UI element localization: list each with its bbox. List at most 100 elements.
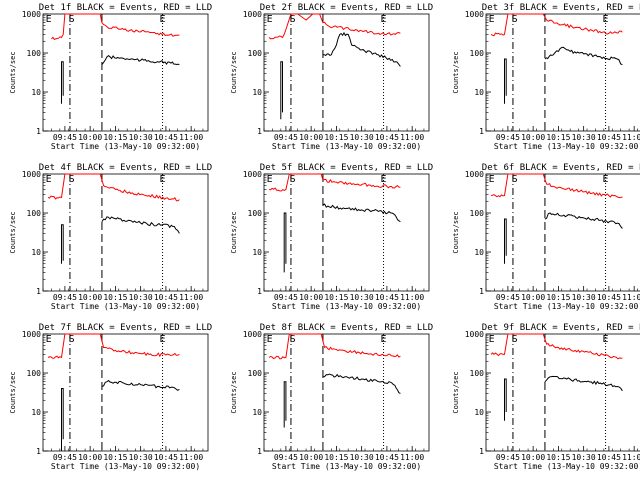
y-tick-label: 100 bbox=[27, 209, 42, 218]
marker-label: E bbox=[267, 14, 273, 25]
y-tick-label: 1000 bbox=[22, 10, 41, 19]
y-tick-label: 100 bbox=[248, 369, 263, 378]
y-tick-label: 10 bbox=[252, 88, 262, 97]
x-tick-label: 11:00 bbox=[622, 453, 640, 462]
x-tick-label: 11:00 bbox=[179, 293, 203, 302]
x-tick-label: 10:00 bbox=[299, 293, 323, 302]
events-series-line bbox=[504, 378, 507, 421]
y-tick-label: 100 bbox=[470, 49, 485, 58]
y-tick-label: 1000 bbox=[465, 170, 484, 179]
x-tick-label: 10:45 bbox=[597, 293, 621, 302]
y-tick-label: 10 bbox=[474, 408, 484, 417]
y-tick-label: 1 bbox=[479, 127, 484, 136]
x-axis-label: Start Time (13-May-10 09:32:00) bbox=[494, 302, 640, 311]
x-axis-label: Start Time (13-May-10 09:32:00) bbox=[272, 142, 421, 151]
x-tick-label: 10:00 bbox=[78, 453, 102, 462]
events-series-line bbox=[322, 203, 401, 223]
marker-label: E bbox=[160, 14, 166, 25]
marker-label: E bbox=[46, 174, 52, 185]
x-tick-label: 09:45 bbox=[53, 293, 77, 302]
x-tick-label: 10:30 bbox=[572, 133, 596, 142]
y-tick-label: 1000 bbox=[22, 330, 41, 339]
x-tick-label: 10:45 bbox=[597, 133, 621, 142]
marker-label: S bbox=[69, 174, 75, 185]
marker-label: S bbox=[290, 174, 296, 185]
events-series-line bbox=[544, 46, 623, 66]
y-tick-label: 10 bbox=[474, 248, 484, 257]
x-tick-label: 10:15 bbox=[103, 133, 127, 142]
lld-series-line bbox=[490, 173, 623, 199]
x-tick-label: 10:45 bbox=[154, 293, 178, 302]
lld-series-line bbox=[269, 173, 401, 192]
panel-title: Det 1f BLACK = Events, RED = LLD bbox=[39, 3, 212, 13]
y-tick-label: 1 bbox=[479, 447, 484, 456]
lld-series-line bbox=[490, 13, 623, 37]
y-tick-label: 1000 bbox=[465, 10, 484, 19]
x-axis-label: Start Time (13-May-10 09:32:00) bbox=[51, 462, 200, 471]
y-tick-label: 10 bbox=[252, 408, 262, 417]
marker-label: S bbox=[512, 14, 518, 25]
events-series-line bbox=[101, 54, 180, 66]
events-series-line bbox=[61, 224, 64, 264]
y-tick-label: 1000 bbox=[22, 170, 41, 179]
x-tick-label: 10:15 bbox=[546, 293, 570, 302]
x-tick-label: 10:15 bbox=[546, 133, 570, 142]
events-series-line bbox=[322, 31, 401, 67]
events-series-line bbox=[61, 388, 64, 451]
x-tick-label: 09:45 bbox=[274, 293, 298, 302]
y-tick-label: 1000 bbox=[243, 170, 262, 179]
events-series-line bbox=[101, 216, 180, 234]
marker-label: E bbox=[46, 14, 52, 25]
y-tick-label: 1000 bbox=[465, 330, 484, 339]
x-tick-label: 10:00 bbox=[521, 133, 545, 142]
x-tick-label: 11:00 bbox=[400, 453, 424, 462]
x-tick-label: 09:45 bbox=[53, 133, 77, 142]
x-tick-label: 10:45 bbox=[375, 133, 399, 142]
x-tick-label: 10:30 bbox=[129, 453, 153, 462]
events-series-line bbox=[280, 61, 283, 120]
x-axis-label: Start Time (13-May-10 09:32:00) bbox=[272, 462, 421, 471]
marker-label: E bbox=[267, 334, 273, 345]
marker-label: S bbox=[69, 334, 75, 345]
y-tick-label: 1000 bbox=[243, 330, 262, 339]
events-series-line bbox=[283, 381, 287, 428]
x-tick-label: 10:30 bbox=[350, 293, 374, 302]
x-tick-label: 10:00 bbox=[299, 133, 323, 142]
events-series-line bbox=[101, 379, 180, 391]
y-tick-label: 100 bbox=[470, 369, 485, 378]
x-tick-label: 09:45 bbox=[496, 293, 520, 302]
plot-frame bbox=[263, 333, 430, 452]
x-tick-label: 10:15 bbox=[324, 453, 348, 462]
marker-label: S bbox=[512, 334, 518, 345]
plot-frame bbox=[42, 13, 209, 132]
plot-frame bbox=[485, 333, 640, 452]
y-tick-label: 100 bbox=[248, 49, 263, 58]
y-axis-label: Counts/sec bbox=[230, 51, 238, 93]
panel-det-6: Det 6f BLACK = Events, RED = LLD 1 10 100 10… bbox=[452, 163, 640, 311]
x-tick-label: 11:00 bbox=[622, 293, 640, 302]
y-tick-label: 1 bbox=[257, 447, 262, 456]
panel-det-1: Det 1f BLACK = Events, RED = LLD 1 10 100 10… bbox=[9, 3, 212, 151]
y-axis-label: Counts/sec bbox=[452, 371, 460, 413]
y-tick-label: 100 bbox=[248, 209, 263, 218]
y-tick-label: 10 bbox=[31, 88, 41, 97]
y-tick-label: 1 bbox=[36, 127, 41, 136]
marker-label: E bbox=[381, 14, 387, 25]
panel-title: Det 3f BLACK = Events, RED = LLD bbox=[482, 3, 640, 13]
x-tick-label: 10:45 bbox=[154, 133, 178, 142]
events-series-line bbox=[544, 212, 623, 229]
x-tick-label: 10:30 bbox=[129, 293, 153, 302]
plot-frame bbox=[263, 173, 430, 292]
panel-det-9: Det 9f BLACK = Events, RED = LLD 1 10 100 10… bbox=[452, 323, 640, 471]
marker-label: S bbox=[69, 14, 75, 25]
marker-label: E bbox=[160, 174, 166, 185]
y-axis-label: Counts/sec bbox=[230, 211, 238, 253]
x-tick-label: 10:45 bbox=[375, 293, 399, 302]
x-tick-label: 10:30 bbox=[350, 453, 374, 462]
x-tick-label: 11:00 bbox=[400, 133, 424, 142]
x-tick-label: 10:45 bbox=[375, 453, 399, 462]
events-series-line bbox=[61, 61, 64, 104]
lld-series-line bbox=[47, 173, 180, 202]
y-axis-label: Counts/sec bbox=[230, 371, 238, 413]
